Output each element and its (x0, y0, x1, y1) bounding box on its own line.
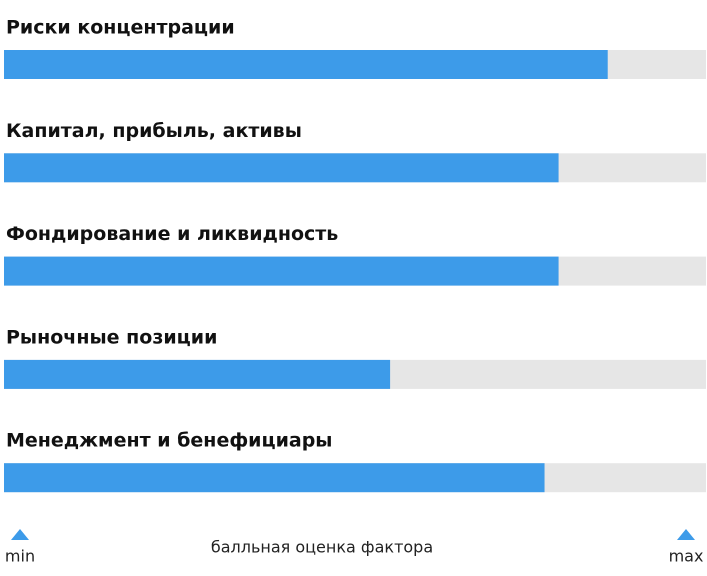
bar (4, 359, 391, 389)
x-tick-label: max (669, 547, 704, 566)
bar (4, 463, 545, 493)
x-tick-label: min (5, 547, 35, 566)
tick-marker (11, 529, 29, 540)
category-label: Рыночные позиции (6, 326, 217, 348)
bar (4, 50, 608, 79)
category-label: Фондирование и ликвидность (6, 223, 338, 245)
tick-marker (677, 529, 695, 540)
x-axis-label: балльная оценка фактора (211, 538, 433, 557)
category-label: Риски концентрации (6, 17, 235, 39)
bar (4, 153, 559, 183)
bar (4, 256, 559, 286)
category-label: Менеджмент и бенефициары (6, 430, 333, 452)
category-label: Капитал, прибыль, активы (6, 120, 302, 142)
